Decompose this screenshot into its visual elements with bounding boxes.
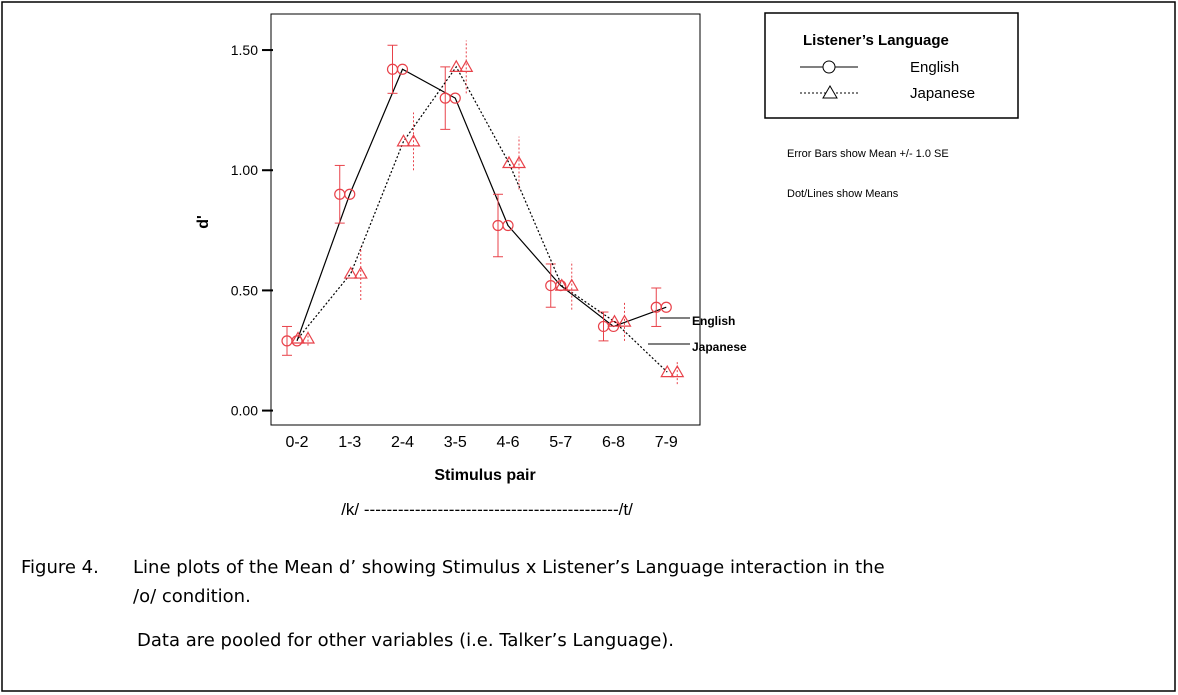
x-tick-label: 3-5 [444,434,467,451]
x-axis-label: Stimulus pair [434,467,535,484]
note: Error Bars show Mean +/- 1.0 SE [787,148,949,160]
data-point [396,134,411,147]
data-point [564,278,579,291]
legend-label: English [910,59,959,76]
x-tick-label: 2-4 [391,434,414,451]
data-point [554,278,569,291]
series-line [297,65,668,373]
data-point [449,92,461,104]
data-point [660,364,675,378]
series-line [296,68,667,342]
x-tick-label: 0-2 [285,434,308,451]
legend-marker [822,60,836,74]
data-point [406,134,421,147]
end-label: Japanese [692,340,747,354]
x-tick-label: 5-7 [549,434,572,451]
caption-line: /o/ condition. [133,586,251,607]
caption-line: Data are pooled for other variables (i.e… [137,630,674,651]
data-point [511,155,527,169]
data-point [290,331,306,344]
caption-label: Figure 4. [21,557,99,578]
x-tick-label: 6-8 [602,434,625,451]
data-point [396,63,409,75]
x-tick-label: 1-3 [338,434,361,451]
data-point [670,364,685,378]
y-tick-label: 1.50 [231,42,258,58]
data-point [344,188,356,200]
y-tick-label: 0.50 [231,282,258,298]
y-axis-label: d' [195,215,212,229]
legend-title: Listener’s Language [803,32,949,49]
x-tick-label: 4-6 [496,434,519,451]
legend-label: Japanese [910,85,975,102]
data-point [501,155,517,169]
data-point [343,266,358,279]
y-tick-label: 0.00 [231,403,258,419]
data-point [459,59,474,72]
plot-frame [270,13,701,426]
data-point [607,314,622,327]
caption-line: Line plots of the Mean d’ showing Stimul… [133,557,885,578]
data-point [660,301,672,313]
y-tick-label: 1.00 [231,162,258,178]
data-point [353,266,368,279]
data-point [502,219,514,232]
x-tick-label: 7-9 [655,434,678,451]
data-point [449,59,464,72]
note: Dot/Lines show Means [787,188,899,200]
data-point [300,331,316,344]
x-range-label: /k/ ------------------------------------… [341,500,633,519]
legend-marker [822,85,838,99]
data-point [617,314,632,327]
legend-box [764,12,1019,119]
end-label: English [692,314,735,328]
data-point [291,335,303,347]
